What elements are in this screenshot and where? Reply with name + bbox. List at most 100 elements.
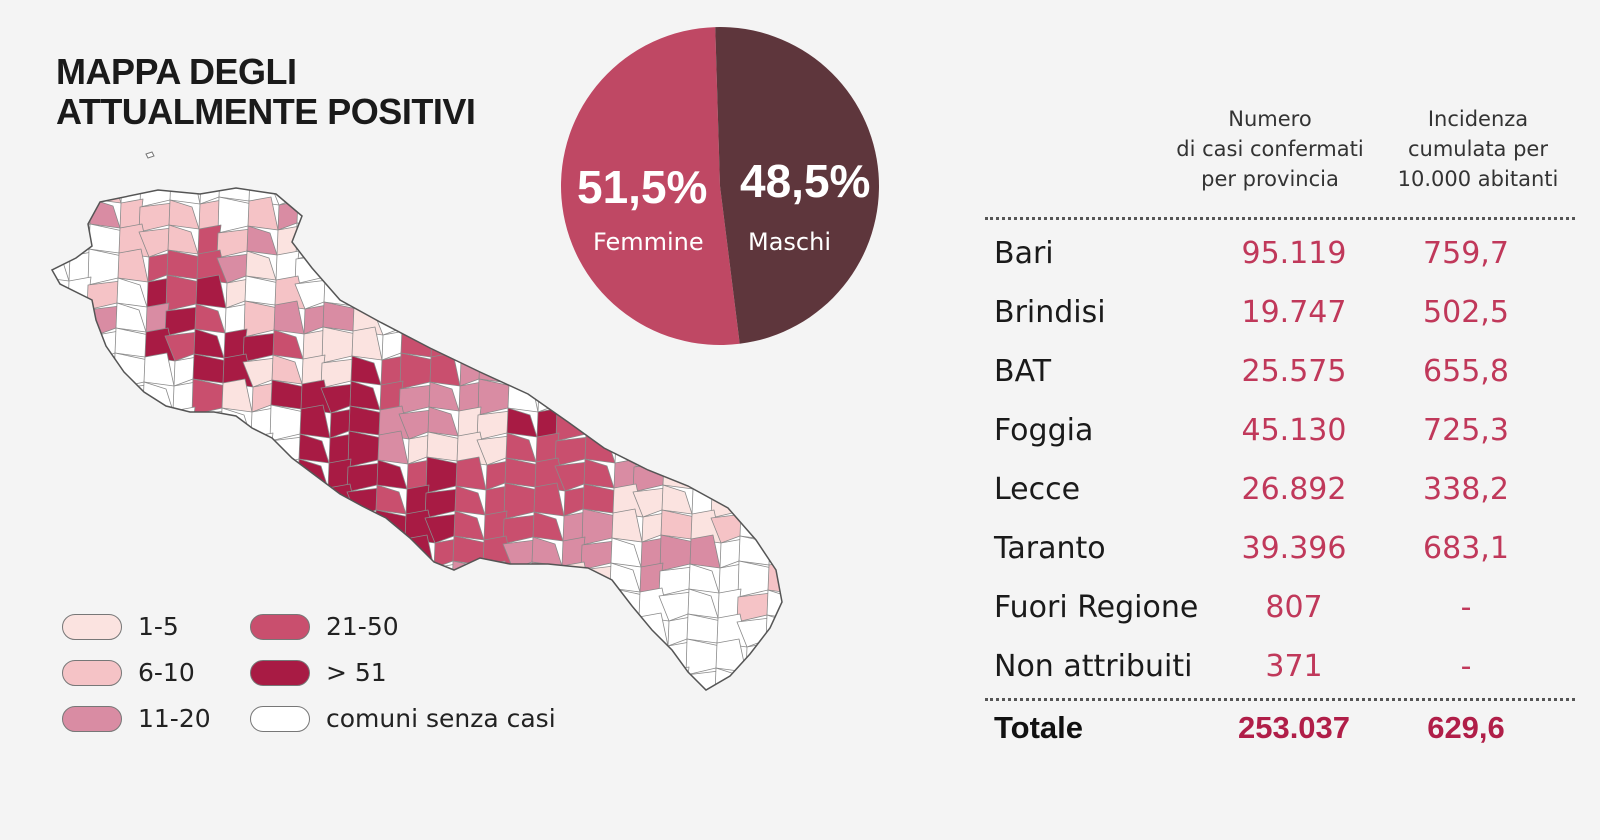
- map-municipality: [169, 456, 201, 491]
- map-municipality: [685, 352, 721, 390]
- map-municipality: [424, 227, 459, 258]
- map-municipality: [798, 565, 800, 594]
- row-incidence-fuori-regione: -: [1460, 590, 1472, 625]
- map-municipality: [450, 331, 485, 362]
- map-municipality: [245, 536, 277, 567]
- map-municipality: [503, 196, 539, 234]
- map-municipality: [195, 560, 227, 595]
- map-municipality: [587, 354, 612, 389]
- map-municipality: [557, 640, 589, 671]
- row-name-bari: Bari: [994, 236, 1054, 271]
- header-cases-line-1: Numero: [1228, 107, 1312, 131]
- map-municipality: [138, 513, 173, 544]
- map-municipality: [662, 459, 694, 490]
- map-municipality: [794, 379, 800, 412]
- map-municipality: [507, 664, 539, 690]
- map-municipality: [94, 355, 119, 390]
- map-municipality: [606, 669, 641, 690]
- map-municipality: [713, 406, 745, 437]
- map-municipality: [139, 456, 175, 494]
- pie-value-femmine: 51,5%: [577, 161, 708, 213]
- map-municipality: [324, 537, 356, 568]
- map-municipality: [295, 508, 331, 546]
- map-municipality: [323, 276, 355, 307]
- map-municipality: [112, 409, 147, 440]
- map-municipality: [795, 354, 800, 387]
- map-municipality: [378, 150, 408, 178]
- map-municipality: [712, 431, 748, 462]
- map-municipality: [795, 640, 800, 673]
- map-municipality: [771, 460, 782, 491]
- map-municipality: [635, 666, 667, 690]
- map-municipality: [477, 150, 510, 179]
- map-municipality: [274, 561, 306, 596]
- map-municipality: [170, 431, 202, 466]
- map-municipality: [710, 488, 746, 519]
- map-municipality: [424, 202, 460, 233]
- map-municipality: [198, 485, 223, 520]
- map-municipality: [93, 380, 118, 415]
- map-municipality: [216, 539, 251, 570]
- legend-label-6-10: 6-10: [138, 658, 195, 687]
- map-municipality: [140, 431, 176, 462]
- row-name-bat: BAT: [994, 354, 1052, 389]
- map-municipality: [348, 150, 382, 181]
- map-municipality: [269, 151, 303, 180]
- pie-label-femmine: Femmine: [593, 228, 704, 256]
- map-municipality: [711, 456, 747, 494]
- map-municipality: [65, 326, 97, 361]
- map-municipality: [587, 640, 612, 675]
- map-municipality: [118, 509, 150, 544]
- map-municipality: [684, 409, 719, 440]
- map-municipality: [52, 562, 69, 593]
- map-municipality: [402, 277, 434, 308]
- map-municipality: [607, 612, 643, 650]
- map-municipality: [66, 301, 98, 336]
- map-municipality: [532, 225, 564, 256]
- map-municipality: [60, 188, 96, 207]
- map-municipality: [744, 693, 767, 710]
- map-municipality: [244, 561, 280, 592]
- map-municipality: [451, 274, 487, 312]
- map-municipality: [52, 251, 70, 282]
- map-municipality: [116, 563, 148, 594]
- gender-pie-chart: [560, 27, 879, 346]
- map-municipality: [52, 433, 67, 468]
- map-municipality: [199, 460, 224, 491]
- map-municipality: [86, 566, 122, 597]
- map-municipality: [325, 222, 357, 257]
- legend-swatch-6-10: [62, 659, 122, 686]
- map-municipality: [325, 508, 357, 543]
- map-municipality: [52, 458, 66, 493]
- map-municipality: [510, 589, 535, 624]
- map-municipality: [297, 188, 329, 203]
- map-municipality: [556, 665, 592, 690]
- map-municipality: [536, 150, 559, 180]
- map-municipality: [346, 201, 381, 232]
- map-municipality: [763, 378, 782, 416]
- map-municipality: [762, 435, 782, 466]
- map-municipality: [277, 486, 302, 517]
- map-municipality: [89, 484, 121, 515]
- row-cases-totale: 253.037: [1237, 710, 1351, 745]
- map-municipality: [190, 435, 225, 466]
- map-municipality: [586, 379, 618, 414]
- legend-item-1-5: 1-5: [62, 612, 179, 641]
- map-municipality: [459, 642, 484, 673]
- map-municipality: [453, 224, 485, 255]
- map-municipality: [327, 188, 352, 207]
- map-municipality: [450, 617, 485, 648]
- row-cases-bat: 25.575: [1241, 354, 1347, 389]
- map-municipality: [559, 586, 591, 621]
- map-municipality: [52, 508, 71, 543]
- map-municipality: [429, 638, 461, 673]
- map-municipality: [406, 188, 431, 208]
- map-municipality: [664, 405, 696, 440]
- map-municipality: [529, 300, 565, 338]
- legend-label-no-cases: comuni senza casi: [326, 704, 556, 733]
- map-municipality: [171, 150, 201, 179]
- legend-label-51-plus: > 51: [326, 658, 387, 687]
- map-municipality: [450, 306, 486, 337]
- map-municipality: [485, 188, 510, 205]
- map-municipality: [52, 358, 70, 389]
